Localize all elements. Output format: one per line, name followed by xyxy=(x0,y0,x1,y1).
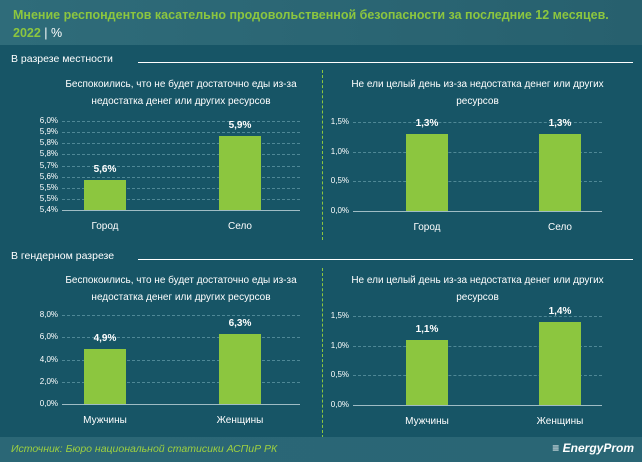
section-divider xyxy=(138,259,633,260)
page-title: Мнение респондентов касательно продоволь… xyxy=(13,6,642,42)
data-label: 1,3% xyxy=(548,117,572,129)
gridline xyxy=(62,198,300,200)
footer: Источник: Бюро национальной статисики АС… xyxy=(0,437,642,462)
chart-divider xyxy=(322,70,323,240)
x-category-label: Мужчины xyxy=(405,416,449,427)
section-label-location: В разрезе местности xyxy=(11,53,113,65)
title-text: Мнение респондентов касательно продоволь… xyxy=(13,8,609,22)
y-tick-label: 0,0% xyxy=(330,400,349,409)
gridline xyxy=(62,143,300,145)
section-label-gender: В гендерном разрезе xyxy=(11,250,115,262)
chart-title: Не ели целый день из-за недостатка денег… xyxy=(351,275,604,303)
y-tick-label: 5,6% xyxy=(39,171,58,181)
section-divider xyxy=(138,62,633,63)
y-tick-label: 5,7% xyxy=(39,160,58,170)
gridline xyxy=(353,375,602,377)
data-label: 1,3% xyxy=(415,117,439,129)
x-category-label: Женщины xyxy=(216,415,264,426)
title-year: 2022 xyxy=(13,26,41,40)
y-tick-label: 8,0% xyxy=(39,310,58,319)
x-category-label: Село xyxy=(548,222,572,233)
header: Мнение респондентов касательно продоволь… xyxy=(0,0,642,45)
y-tick-label: 1,0% xyxy=(330,146,349,156)
chart-divider xyxy=(322,268,323,438)
bar-Женщины xyxy=(219,333,261,404)
bar-Мужчины xyxy=(84,349,126,404)
y-tick-label: 1,5% xyxy=(330,117,349,126)
gridline xyxy=(62,381,300,383)
gridline xyxy=(62,359,300,361)
y-tick-label: 6,0% xyxy=(39,116,58,125)
gridline xyxy=(62,132,300,134)
y-tick-label: 5,8% xyxy=(39,149,58,159)
bar-Село xyxy=(219,135,261,210)
gridline xyxy=(62,315,300,316)
data-label: 1,4% xyxy=(548,305,572,317)
chart-title: Беспокоились, что не будет достаточно ед… xyxy=(65,275,297,303)
bar-Село xyxy=(539,133,581,211)
y-tick-label: 2,0% xyxy=(39,376,58,386)
x-axis xyxy=(353,211,602,212)
x-axis xyxy=(353,405,602,406)
y-tick-label: 5,9% xyxy=(39,127,58,137)
x-category-label: Село xyxy=(228,221,252,232)
gridline xyxy=(62,176,300,178)
gridline xyxy=(353,345,602,347)
gridline xyxy=(353,151,602,153)
gridline xyxy=(62,154,300,156)
y-tick-label: 0,5% xyxy=(330,370,349,380)
gridline xyxy=(353,181,602,183)
energyprom-logo: ≡ EnergyProm xyxy=(552,441,634,455)
y-tick-label: 0,0% xyxy=(39,399,58,408)
data-label: 5,6% xyxy=(93,164,117,176)
gridline xyxy=(62,165,300,167)
y-tick-label: 4,0% xyxy=(39,354,58,364)
x-category-label: Город xyxy=(91,221,119,232)
data-label: 6,3% xyxy=(228,317,252,329)
y-tick-label: 1,5% xyxy=(330,311,349,320)
y-tick-label: 6,0% xyxy=(39,332,58,342)
y-tick-label: 5,5% xyxy=(39,182,58,192)
data-label: 1,1% xyxy=(415,323,439,335)
title-unit: % xyxy=(51,26,63,40)
gridline xyxy=(62,337,300,339)
bar-Мужчины xyxy=(406,339,448,405)
y-tick-label: 5,8% xyxy=(39,138,58,148)
chart-title: Беспокоились, что не будет достаточно ед… xyxy=(65,79,297,107)
x-category-label: Мужчины xyxy=(83,415,127,426)
x-category-label: Женщины xyxy=(536,416,584,427)
title-separator: | xyxy=(44,26,48,40)
gridline xyxy=(353,316,602,317)
gridline xyxy=(62,187,300,189)
bar-Город xyxy=(406,133,448,211)
x-axis xyxy=(62,404,300,405)
y-tick-label: 0,5% xyxy=(330,176,349,186)
y-tick-label: 0,0% xyxy=(330,206,349,215)
y-tick-label: 5,4% xyxy=(39,205,58,214)
data-label: 5,9% xyxy=(228,119,252,131)
bar-Город xyxy=(84,180,126,210)
gridline xyxy=(353,122,602,123)
logo-text: EnergyProm xyxy=(562,441,634,455)
data-label: 4,9% xyxy=(93,333,117,345)
chart-title: Не ели целый день из-за недостатка денег… xyxy=(351,79,604,107)
logo-icon: ≡ xyxy=(552,441,563,455)
y-tick-label: 1,0% xyxy=(330,340,349,350)
bar-Женщины xyxy=(539,321,581,405)
source-note: Источник: Бюро национальной статисики АС… xyxy=(11,443,278,455)
y-tick-label: 5,5% xyxy=(39,193,58,203)
x-axis xyxy=(62,210,300,211)
x-category-label: Город xyxy=(413,222,441,233)
gridline xyxy=(62,121,300,122)
